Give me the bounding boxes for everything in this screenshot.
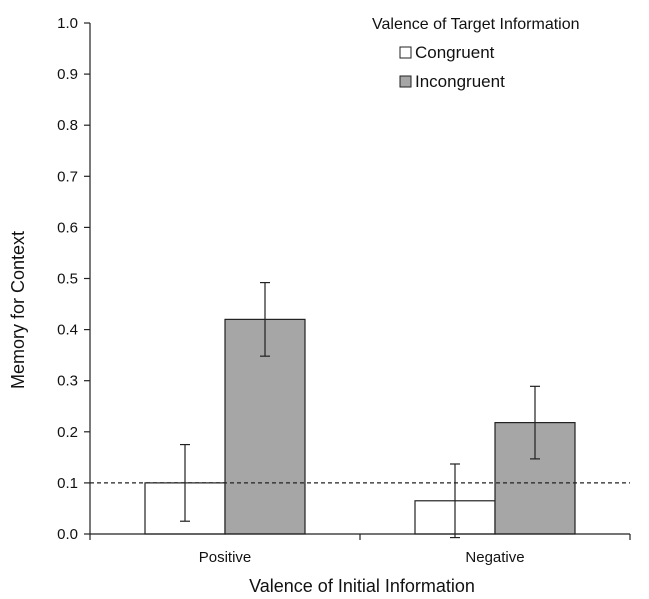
y-tick-label: 0.5 bbox=[57, 271, 78, 288]
y-tick-label: 0.0 bbox=[57, 526, 78, 543]
y-tick-label: 0.2 bbox=[57, 424, 78, 441]
legend: Valence of Target Information Congruent I… bbox=[372, 16, 580, 91]
category-label: Positive bbox=[199, 549, 252, 566]
y-axis-title: Memory for Context bbox=[8, 231, 28, 389]
legend-items: Congruent Incongruent bbox=[399, 43, 505, 91]
x-axis-title: Valence of Initial Information bbox=[249, 576, 475, 596]
legend-title: Valence of Target Information bbox=[372, 16, 580, 33]
y-tick-label: 0.8 bbox=[57, 117, 78, 134]
y-tick-label: 0.3 bbox=[57, 373, 78, 390]
y-tick-label: 1.0 bbox=[57, 15, 78, 32]
y-tick-label: 0.6 bbox=[57, 219, 78, 236]
y-tick-label: 0.9 bbox=[57, 66, 78, 83]
y-tick-label: 0.1 bbox=[57, 475, 78, 492]
legend-label: Congruent bbox=[415, 43, 495, 62]
category-labels: Positive Negative bbox=[199, 549, 525, 566]
x-axis-ticks bbox=[89, 534, 631, 540]
category-label: Negative bbox=[465, 549, 524, 566]
y-axis-ticks: 0.0 0.1 0.2 0.3 0.4 0.5 0.6 0.7 0.8 0.9 1.0 bbox=[57, 15, 90, 543]
legend-label: Incongruent bbox=[415, 72, 505, 91]
y-tick-label: 0.4 bbox=[57, 322, 78, 339]
bars bbox=[144, 318, 576, 535]
legend-swatch bbox=[399, 46, 412, 59]
y-tick-label: 0.7 bbox=[57, 168, 78, 185]
legend-swatch bbox=[399, 75, 412, 88]
